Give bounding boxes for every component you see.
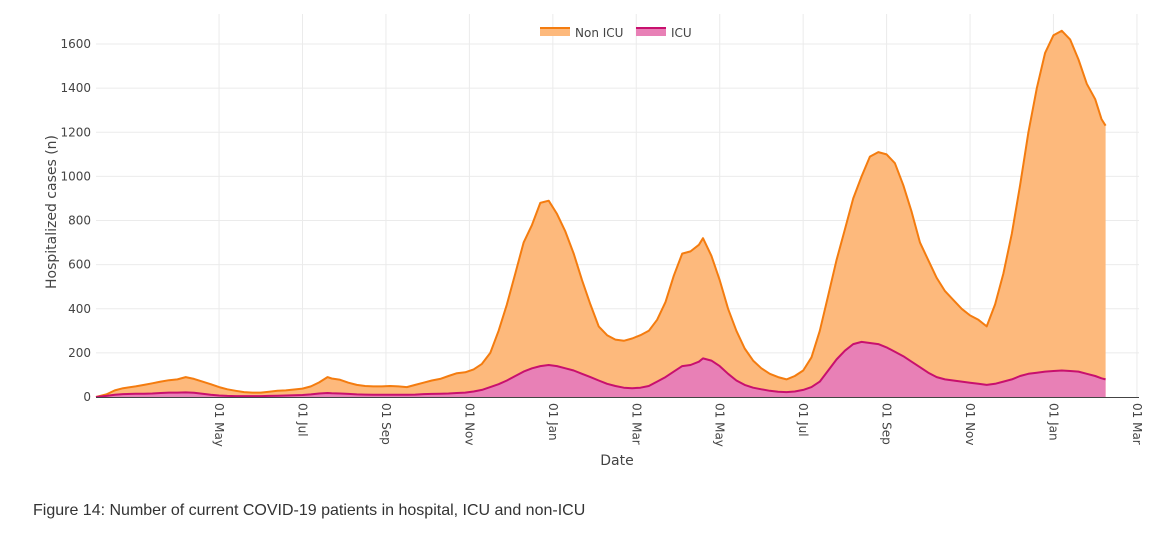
x-tick-label: 01 Jan [1047, 403, 1061, 441]
x-tick-label: 01 Jul [796, 403, 810, 437]
legend-label-icu: ICU [671, 26, 692, 40]
line-icu [95, 340, 1106, 398]
x-tick-label: 01 May [713, 403, 727, 447]
y-tick-label: 1200 [60, 125, 91, 139]
y-tick-label: 0 [83, 390, 91, 404]
y-tick-label: 1000 [60, 169, 91, 183]
y-axis-ticks: 0 200 400 600 800 1000 1200 1400 1600 [60, 37, 91, 404]
y-axis-title: Hospitalized cases (n) [44, 135, 60, 289]
legend-label-non-icu: Non ICU [575, 26, 623, 40]
legend-swatch-icu [636, 28, 666, 36]
legend-swatch-non-icu [540, 28, 570, 36]
y-gridlines [96, 43, 1139, 354]
y-tick-label: 600 [68, 258, 91, 272]
y-tick-label: 800 [68, 214, 91, 228]
series-areas [96, 30, 1106, 398]
x-tick-label: 01 Sep [880, 403, 894, 445]
y-tick-label: 1600 [60, 37, 91, 51]
x-tick-label: 01 Sep [379, 403, 393, 445]
legend-item-non-icu[interactable]: Non ICU [540, 26, 623, 40]
y-tick-label: 400 [68, 302, 91, 316]
x-tick-label: 01 Nov [963, 403, 977, 446]
x-axis-ticks: 01 May 01 Jul 01 Sep 01 Nov 01 Jan 01 Mar 01 M… [212, 403, 1144, 447]
y-tick-label: 200 [68, 346, 91, 360]
y-tick-label: 1400 [60, 81, 91, 95]
line-non-icu [95, 29, 1107, 398]
figure-caption: Figure 14: Number of current COVID-19 pa… [33, 502, 586, 519]
hospitalization-area-chart: 0 200 400 600 800 1000 1200 1400 1600 01 May 01 J… [44, 14, 1144, 469]
x-axis-title: Date [600, 453, 633, 469]
x-tick-label: 01 Mar [1130, 403, 1144, 445]
legend-item-icu[interactable]: ICU [636, 26, 692, 40]
x-tick-label: 01 Nov [462, 403, 476, 446]
series-lines [95, 29, 1107, 398]
x-tick-label: 01 Mar [629, 403, 643, 445]
x-tick-label: 01 Jan [546, 403, 560, 441]
area-icu [96, 341, 1106, 397]
x-tick-label: 01 May [212, 403, 226, 447]
legend[interactable]: Non ICU ICU [540, 26, 692, 40]
area-non-icu [96, 30, 1106, 398]
x-tick-label: 01 Jul [296, 403, 310, 437]
